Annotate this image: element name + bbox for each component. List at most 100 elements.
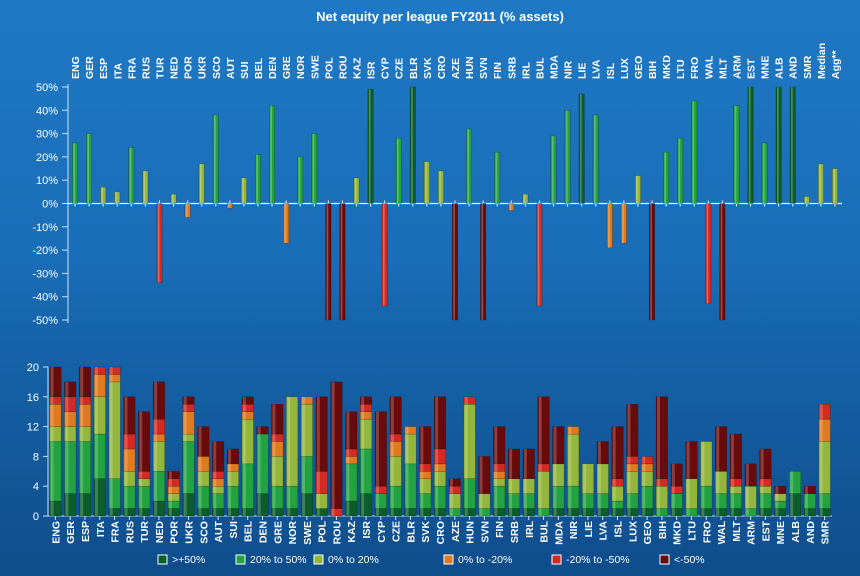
- segment-highlight: [302, 493, 305, 516]
- x-tick-label: MLT: [717, 58, 729, 79]
- segment-highlight: [509, 478, 513, 494]
- segment-highlight: [376, 486, 379, 494]
- segment-highlight: [405, 426, 409, 435]
- bar-RUS: [142, 170, 149, 204]
- bar-SVK: [423, 161, 430, 204]
- bar-WAL: [705, 203, 712, 304]
- bar-SVN: [480, 203, 487, 321]
- legend-swatch: [551, 554, 562, 565]
- bar-highlight: [678, 138, 681, 204]
- x-tick-label: ALB: [774, 57, 786, 79]
- x-tick-label: IRL: [520, 62, 532, 80]
- segment-highlight: [538, 396, 542, 464]
- stack-segment-CZE: [389, 485, 402, 509]
- segment-highlight: [479, 456, 483, 494]
- bar-highlight: [129, 147, 132, 204]
- x-tick-label: GEO: [642, 521, 654, 544]
- segment-highlight: [523, 478, 527, 494]
- x-tick-label: AND: [805, 521, 817, 544]
- x-tick-label: LIE: [583, 521, 595, 537]
- segment-highlight: [361, 419, 365, 449]
- bar-highlight: [87, 133, 90, 204]
- stack-segment-SWE: [300, 396, 313, 405]
- bar-highlight: [776, 87, 779, 204]
- segment-highlight: [597, 508, 601, 516]
- x-tick-label: ISR: [361, 521, 373, 539]
- stack-segment-BEL: [241, 396, 254, 405]
- segment-highlight: [479, 508, 483, 516]
- x-tick-label: MDA: [553, 521, 565, 545]
- x-tick-label: AND: [788, 56, 800, 79]
- segment-highlight: [420, 478, 424, 494]
- segment-highlight: [154, 471, 158, 502]
- stack-segment-GRE: [271, 485, 284, 509]
- stack-segment-SCO: [197, 485, 210, 509]
- segment-highlight: [168, 486, 172, 494]
- segment-highlight: [464, 404, 468, 479]
- segment-highlight: [390, 508, 394, 516]
- segment-highlight: [228, 486, 232, 509]
- legend-swatch: [235, 554, 246, 565]
- x-tick-label: ESP: [98, 58, 110, 79]
- segment-highlight: [213, 493, 217, 509]
- segment-highlight: [80, 367, 84, 397]
- x-tick-label: LUX: [627, 521, 639, 542]
- bar-highlight: [467, 128, 470, 204]
- bar-highlight: [734, 105, 737, 204]
- stack-segment-LUX: [626, 404, 639, 457]
- x-tick-label: IRL: [524, 520, 536, 538]
- segment-highlight: [198, 426, 202, 457]
- x-tick-label: AUT: [225, 57, 237, 79]
- stack-segment-SCO: [197, 426, 210, 457]
- stack-segment-ESP: [78, 366, 92, 398]
- x-tick-label: NOR: [295, 55, 307, 79]
- segment-highlight: [390, 396, 394, 435]
- y-tick-label: 0%: [42, 199, 58, 211]
- x-tick-label: MLT: [731, 520, 743, 541]
- segment-highlight: [95, 434, 98, 479]
- x-tick-label: SVK: [420, 521, 432, 543]
- segment-highlight: [124, 434, 128, 449]
- segment-highlight: [168, 508, 172, 516]
- x-tick-label: TUR: [139, 521, 151, 543]
- segment-highlight: [139, 486, 143, 509]
- segment-highlight: [183, 434, 187, 442]
- segment-highlight: [479, 493, 483, 509]
- bar-highlight: [594, 114, 596, 204]
- segment-highlight: [642, 486, 646, 509]
- stack-segment-FRO: [700, 441, 713, 487]
- segment-highlight: [716, 426, 720, 472]
- segment-highlight: [272, 404, 276, 435]
- stack-segment-ARM: [744, 463, 757, 487]
- segment-highlight: [154, 434, 158, 442]
- stack-segment-BUL: [537, 396, 550, 465]
- segment-highlight: [435, 463, 439, 472]
- segment-highlight: [819, 419, 823, 442]
- segment-highlight: [272, 456, 276, 487]
- segment-highlight: [361, 448, 365, 494]
- segment-highlight: [168, 493, 172, 502]
- y-tick-label: 40%: [36, 105, 58, 117]
- segment-highlight: [183, 441, 187, 494]
- bar-BLR: [409, 86, 416, 204]
- segment-highlight: [701, 508, 705, 516]
- bar-highlight: [270, 105, 272, 204]
- bar-NED: [170, 193, 177, 204]
- y-tick-label: 16: [27, 392, 39, 404]
- segment-highlight: [568, 426, 572, 435]
- bar-NIR: [564, 110, 571, 204]
- x-tick-label: BUL: [534, 57, 546, 79]
- stack-segment-LIE: [581, 463, 594, 494]
- bar-highlight: [101, 187, 104, 204]
- segment-highlight: [612, 478, 616, 487]
- segment-highlight: [302, 404, 305, 457]
- bar-highlight: [425, 161, 427, 204]
- x-tick-label: NIR: [563, 61, 575, 80]
- x-tick-label: ALB: [790, 521, 802, 543]
- segment-highlight: [198, 456, 202, 472]
- bar-ISR: [367, 89, 374, 204]
- x-tick-label: MNE: [760, 56, 772, 79]
- segment-highlight: [790, 493, 794, 516]
- stack-segment-MLT: [729, 433, 742, 479]
- segment-highlight: [242, 463, 246, 509]
